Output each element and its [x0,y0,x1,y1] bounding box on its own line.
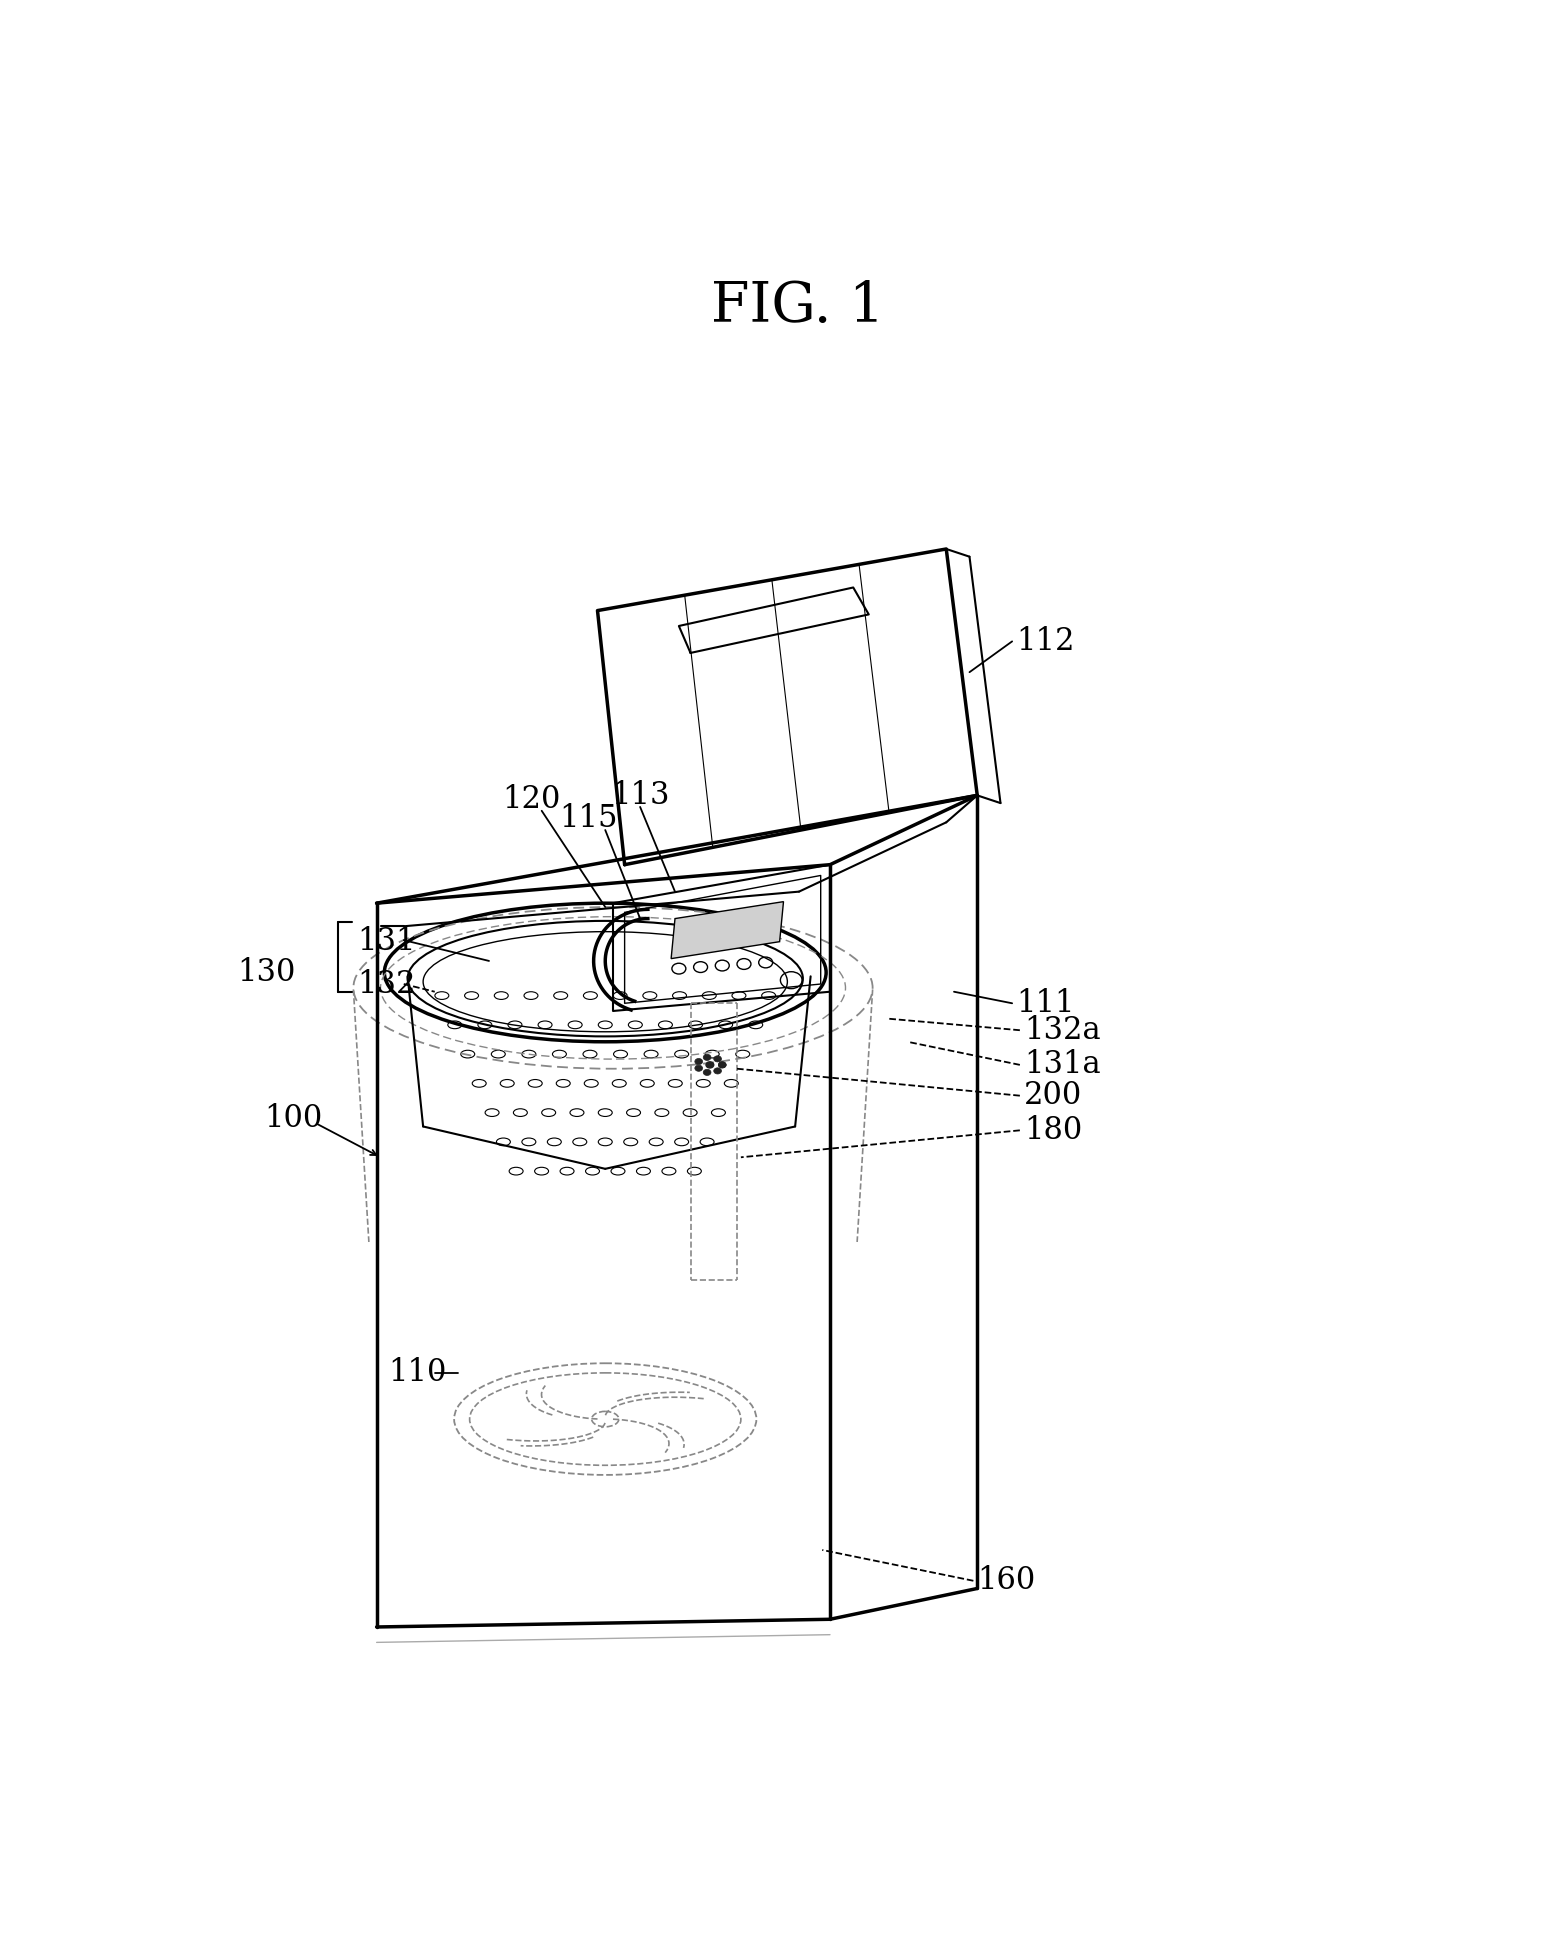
Text: 130: 130 [237,956,296,988]
Ellipse shape [714,1056,722,1061]
Text: FIG. 1: FIG. 1 [711,280,884,334]
Ellipse shape [719,1061,727,1067]
Ellipse shape [696,1065,703,1071]
Text: 113: 113 [612,780,669,811]
Text: 111: 111 [1016,988,1075,1019]
Text: 160: 160 [977,1565,1035,1596]
Text: 200: 200 [1024,1081,1081,1112]
Text: 132a: 132a [1024,1015,1100,1046]
Text: 100: 100 [265,1104,322,1133]
Ellipse shape [703,1069,711,1075]
Text: 131a: 131a [1024,1050,1100,1081]
Polygon shape [671,902,784,958]
Text: 112: 112 [1016,626,1075,657]
Ellipse shape [703,1054,711,1061]
Ellipse shape [719,1061,727,1067]
Text: 120: 120 [503,783,560,815]
Ellipse shape [714,1067,722,1073]
Text: 180: 180 [1024,1114,1081,1145]
Text: 115: 115 [559,803,618,834]
Text: 131: 131 [358,925,415,956]
Ellipse shape [706,1061,714,1067]
Text: 110: 110 [389,1357,447,1388]
Text: 132: 132 [358,968,415,999]
Ellipse shape [696,1058,703,1065]
